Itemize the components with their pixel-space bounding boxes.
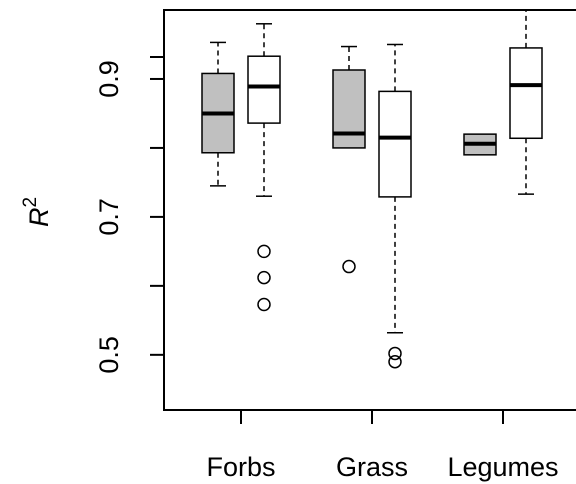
outlier-point (388, 346, 402, 361)
iqr-box (332, 69, 366, 149)
outlier-point (388, 354, 402, 369)
box-legumes-white (509, 9, 543, 195)
y-tick-label-2: 0.9 (94, 60, 124, 98)
iqr-box (509, 47, 543, 140)
y-axis: 0.5 0.7 0.9 (94, 56, 164, 374)
x-tick-label-1: Grass (336, 452, 408, 482)
x-tick-label-0: Forbs (206, 452, 275, 482)
y-tick-label-1: 0.7 (94, 198, 124, 236)
iqr-box (378, 90, 412, 198)
outlier-point (257, 244, 271, 259)
y-axis-label: R2 (20, 197, 54, 227)
outlier-point (342, 259, 356, 274)
box-grass-gray (332, 45, 366, 274)
x-tick-label-2: Legumes (447, 452, 558, 482)
box-forbs-white (247, 23, 281, 312)
outlier-point (257, 270, 271, 285)
y-tick-label-0: 0.5 (94, 336, 124, 374)
box-series (201, 9, 543, 369)
y-axis-label-superscript: 2 (20, 197, 41, 208)
outlier-point (257, 297, 271, 312)
box-legumes-gray (463, 133, 497, 156)
box-grass-white (378, 43, 412, 369)
plot-frame (163, 9, 576, 411)
x-axis: Forbs Grass Legumes (206, 410, 559, 482)
box-forbs-gray (201, 41, 235, 187)
iqr-box (247, 55, 281, 124)
